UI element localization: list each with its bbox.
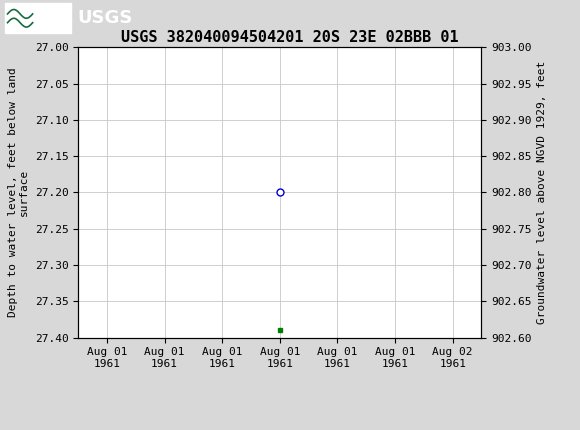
Text: USGS: USGS [77, 9, 132, 27]
Text: USGS 382040094504201 20S 23E 02BBB 01: USGS 382040094504201 20S 23E 02BBB 01 [121, 30, 459, 45]
Y-axis label: Depth to water level, feet below land
surface: Depth to water level, feet below land su… [8, 68, 29, 317]
Y-axis label: Groundwater level above NGVD 1929, feet: Groundwater level above NGVD 1929, feet [537, 61, 547, 324]
FancyBboxPatch shape [5, 3, 71, 33]
